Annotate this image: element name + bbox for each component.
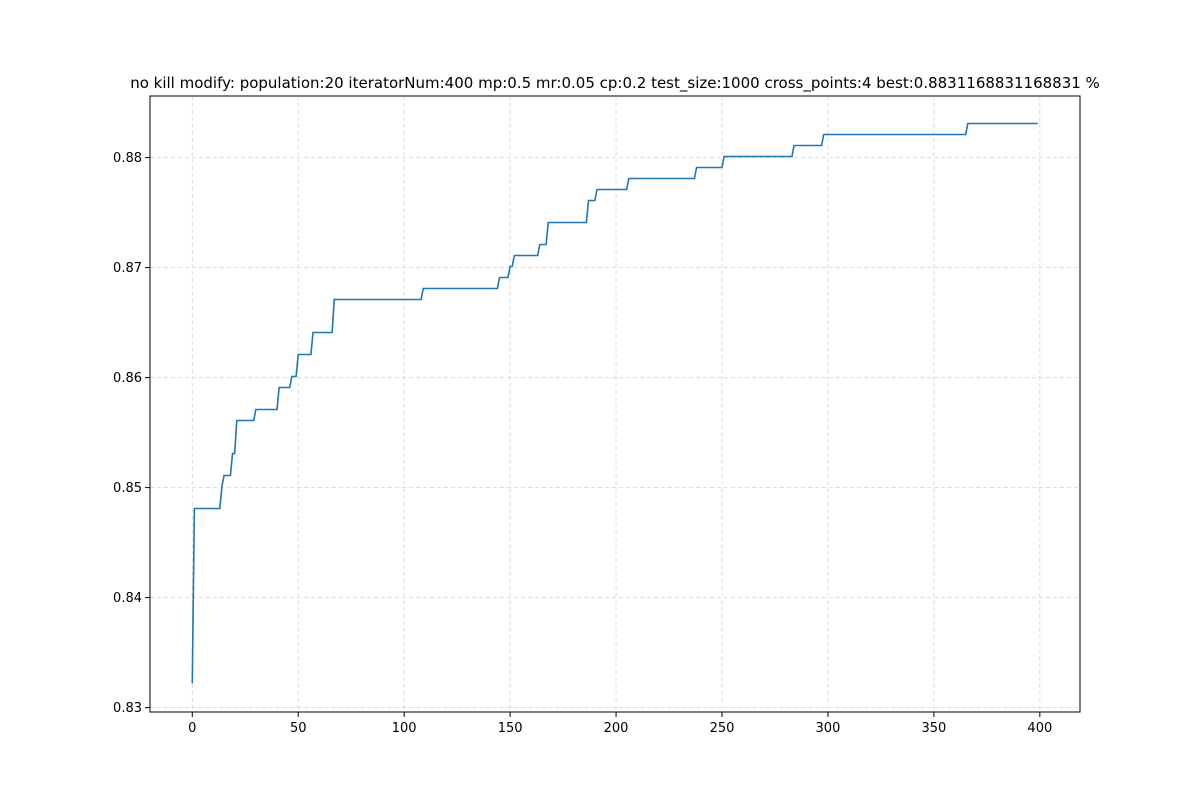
series-line — [191, 122, 1038, 684]
y-tick-label: 0.84 — [113, 591, 142, 606]
y-tick-label: 0.86 — [113, 371, 142, 386]
y-tick-label: 0.88 — [113, 151, 142, 166]
x-tick-label: 300 — [816, 721, 841, 736]
x-tick-label: 100 — [392, 721, 417, 736]
y-tick-label: 0.83 — [113, 701, 142, 716]
x-tick-label: 400 — [1027, 721, 1052, 736]
y-axis-ticks: 0.83 0.84 0.85 0.86 0.87 0.88 — [113, 151, 150, 716]
x-tick-label: 250 — [710, 721, 735, 736]
grid-lines — [150, 96, 1080, 712]
x-tick-label: 200 — [604, 721, 629, 736]
x-axis-ticks: 0 50 100 150 200 250 300 350 400 — [188, 712, 1052, 736]
y-tick-label: 0.87 — [113, 261, 142, 276]
y-tick-label: 0.85 — [113, 481, 142, 496]
chart-title: no kill modify: population:20 iteratorNu… — [130, 74, 1100, 93]
plot-frame — [149, 95, 1081, 713]
x-tick-label: 350 — [921, 721, 946, 736]
x-tick-label: 50 — [290, 721, 307, 736]
x-tick-label: 0 — [188, 721, 196, 736]
x-tick-label: 150 — [498, 721, 523, 736]
